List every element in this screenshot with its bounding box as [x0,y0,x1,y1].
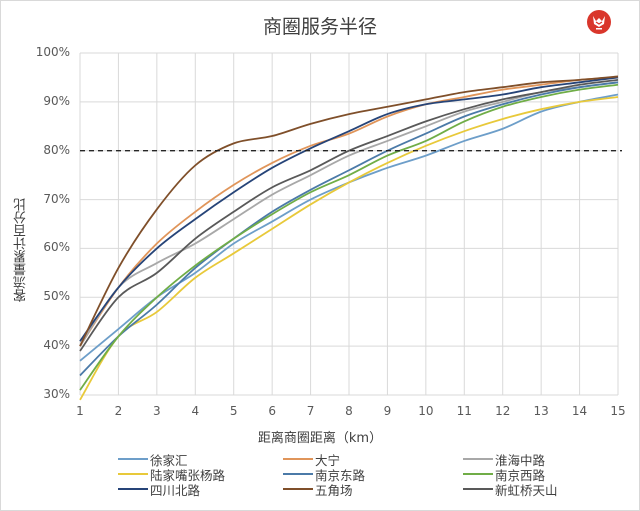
series-line-6 [79,76,619,342]
legend-label: 徐家汇 [150,452,188,468]
legend-label: 陆家嘴张杨路 [150,467,226,483]
legend-swatch-icon [463,458,493,460]
legend-item: 四川北路 [118,481,201,498]
y-tick-label: 70% [43,191,70,206]
x-tick-label: 13 [533,404,549,418]
x-tick-label: 6 [268,404,276,418]
legend-swatch-icon [283,473,313,475]
y-tick-label: 40% [43,338,70,353]
x-tick-label: 10 [418,404,434,418]
y-tick-label: 90% [43,93,70,108]
legend-swatch-icon [463,473,493,475]
x-tick-label: 2 [114,404,123,418]
legend-label: 南京西路 [495,467,546,483]
legend-item: 淮海中路 [463,451,546,468]
legend-label: 淮海中路 [495,452,546,468]
x-tick-label: 1 [76,404,84,418]
legend-label: 新虹桥天山 [495,482,558,498]
red-fox-logo-icon [587,10,611,34]
y-tick-label: 60% [43,240,70,255]
legend-label: 四川北路 [150,482,201,498]
series-line-8 [79,78,619,352]
series-line-3 [79,96,619,401]
series-line-4 [79,81,619,377]
legend-label: 五角场 [315,482,353,498]
y-tick-label: 50% [43,289,70,304]
series-line-5 [79,83,619,391]
x-axis-label-text: 距离商圈距离（km） [257,431,383,446]
legend-item: 新虹桥天山 [463,481,558,498]
y-tick-label: 100% [35,45,70,59]
legend-item: 南京西路 [463,466,546,483]
legend-item: 五角场 [283,481,353,498]
x-tick-label: 9 [383,404,392,418]
x-tick-label: 14 [571,404,588,418]
legend-swatch-icon [118,473,148,475]
x-axis-label: 距离商圈距离（km） [0,427,640,446]
series-line-1 [79,76,619,347]
legend-item: 南京东路 [283,466,366,483]
legend-swatch-icon [118,488,148,490]
x-tick-label: 8 [345,404,353,418]
legend-item: 陆家嘴张杨路 [118,466,226,483]
x-tick-label: 12 [495,404,511,418]
legend-swatch-icon [463,488,493,490]
x-tick-label: 5 [229,404,238,418]
legend-item: 徐家汇 [118,451,188,468]
chart-title: 商圈服务半径 [262,16,377,38]
x-tick-label: 15 [610,404,626,418]
y-tick-label: 80% [43,142,70,157]
legend-label: 大宁 [315,452,341,468]
legend-label: 南京东路 [315,467,366,483]
x-tick-label: 4 [191,404,200,418]
legend-swatch-icon [118,458,148,460]
y-tick-label: 30% [43,387,70,401]
x-tick-label: 7 [306,404,315,418]
series-line-7 [79,75,619,347]
x-tick-label: 11 [456,404,472,418]
legend-item: 大宁 [283,451,341,468]
x-tick-label: 3 [153,404,161,418]
legend-swatch-icon [283,458,313,460]
legend-swatch-icon [283,488,313,490]
